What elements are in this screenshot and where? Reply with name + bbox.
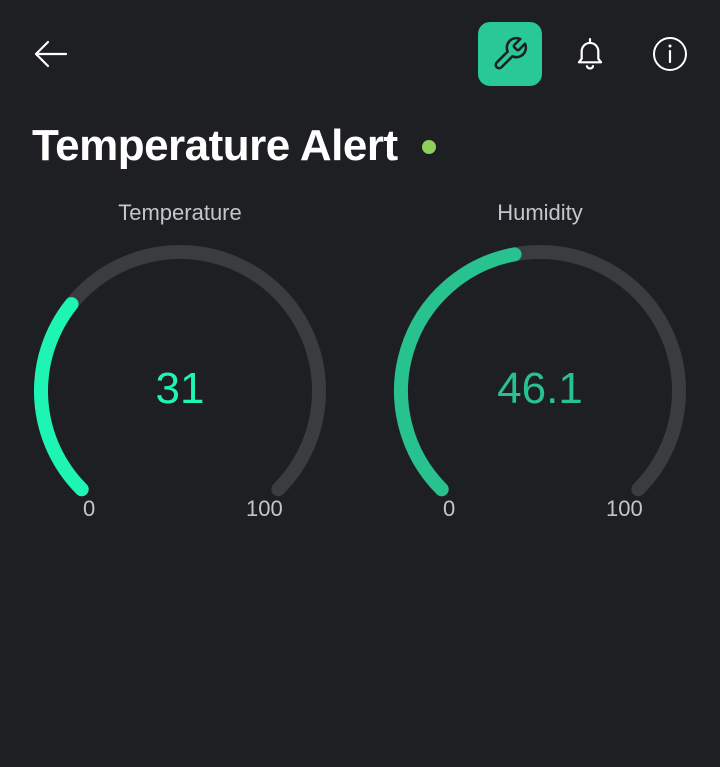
gauge-label: Humidity — [497, 200, 583, 225]
temperature-gauge: Temperature 31 0 100 — [10, 196, 350, 536]
page-title: Temperature Alert — [32, 121, 398, 170]
notifications-button[interactable] — [566, 32, 614, 76]
settings-button[interactable] — [478, 22, 542, 86]
gauge-value: 31 — [155, 364, 205, 413]
gauge-arc — [394, 245, 686, 497]
gauge-label: Temperature — [118, 200, 242, 225]
info-icon — [653, 37, 687, 71]
gauge-max-label: 100 — [606, 496, 643, 521]
gauge-min-label: 0 — [83, 496, 96, 521]
humidity-gauge: Humidity 46.1 0 100 — [370, 196, 710, 536]
wrench-icon — [494, 36, 528, 70]
gauge-max-label: 100 — [246, 496, 283, 521]
gauge-min-label: 0 — [443, 496, 456, 521]
gauge-value: 46.1 — [497, 364, 583, 413]
back-button[interactable] — [26, 32, 74, 76]
title-row: Temperature Alert — [32, 118, 436, 174]
gauge-fill — [394, 247, 522, 497]
gauge-arc — [34, 245, 326, 497]
info-button[interactable] — [646, 30, 694, 78]
arrow-left-icon — [34, 40, 68, 68]
status-indicator — [421, 140, 436, 154]
bell-icon — [577, 37, 603, 70]
top-bar — [0, 0, 720, 108]
gauge-fill — [34, 297, 89, 497]
